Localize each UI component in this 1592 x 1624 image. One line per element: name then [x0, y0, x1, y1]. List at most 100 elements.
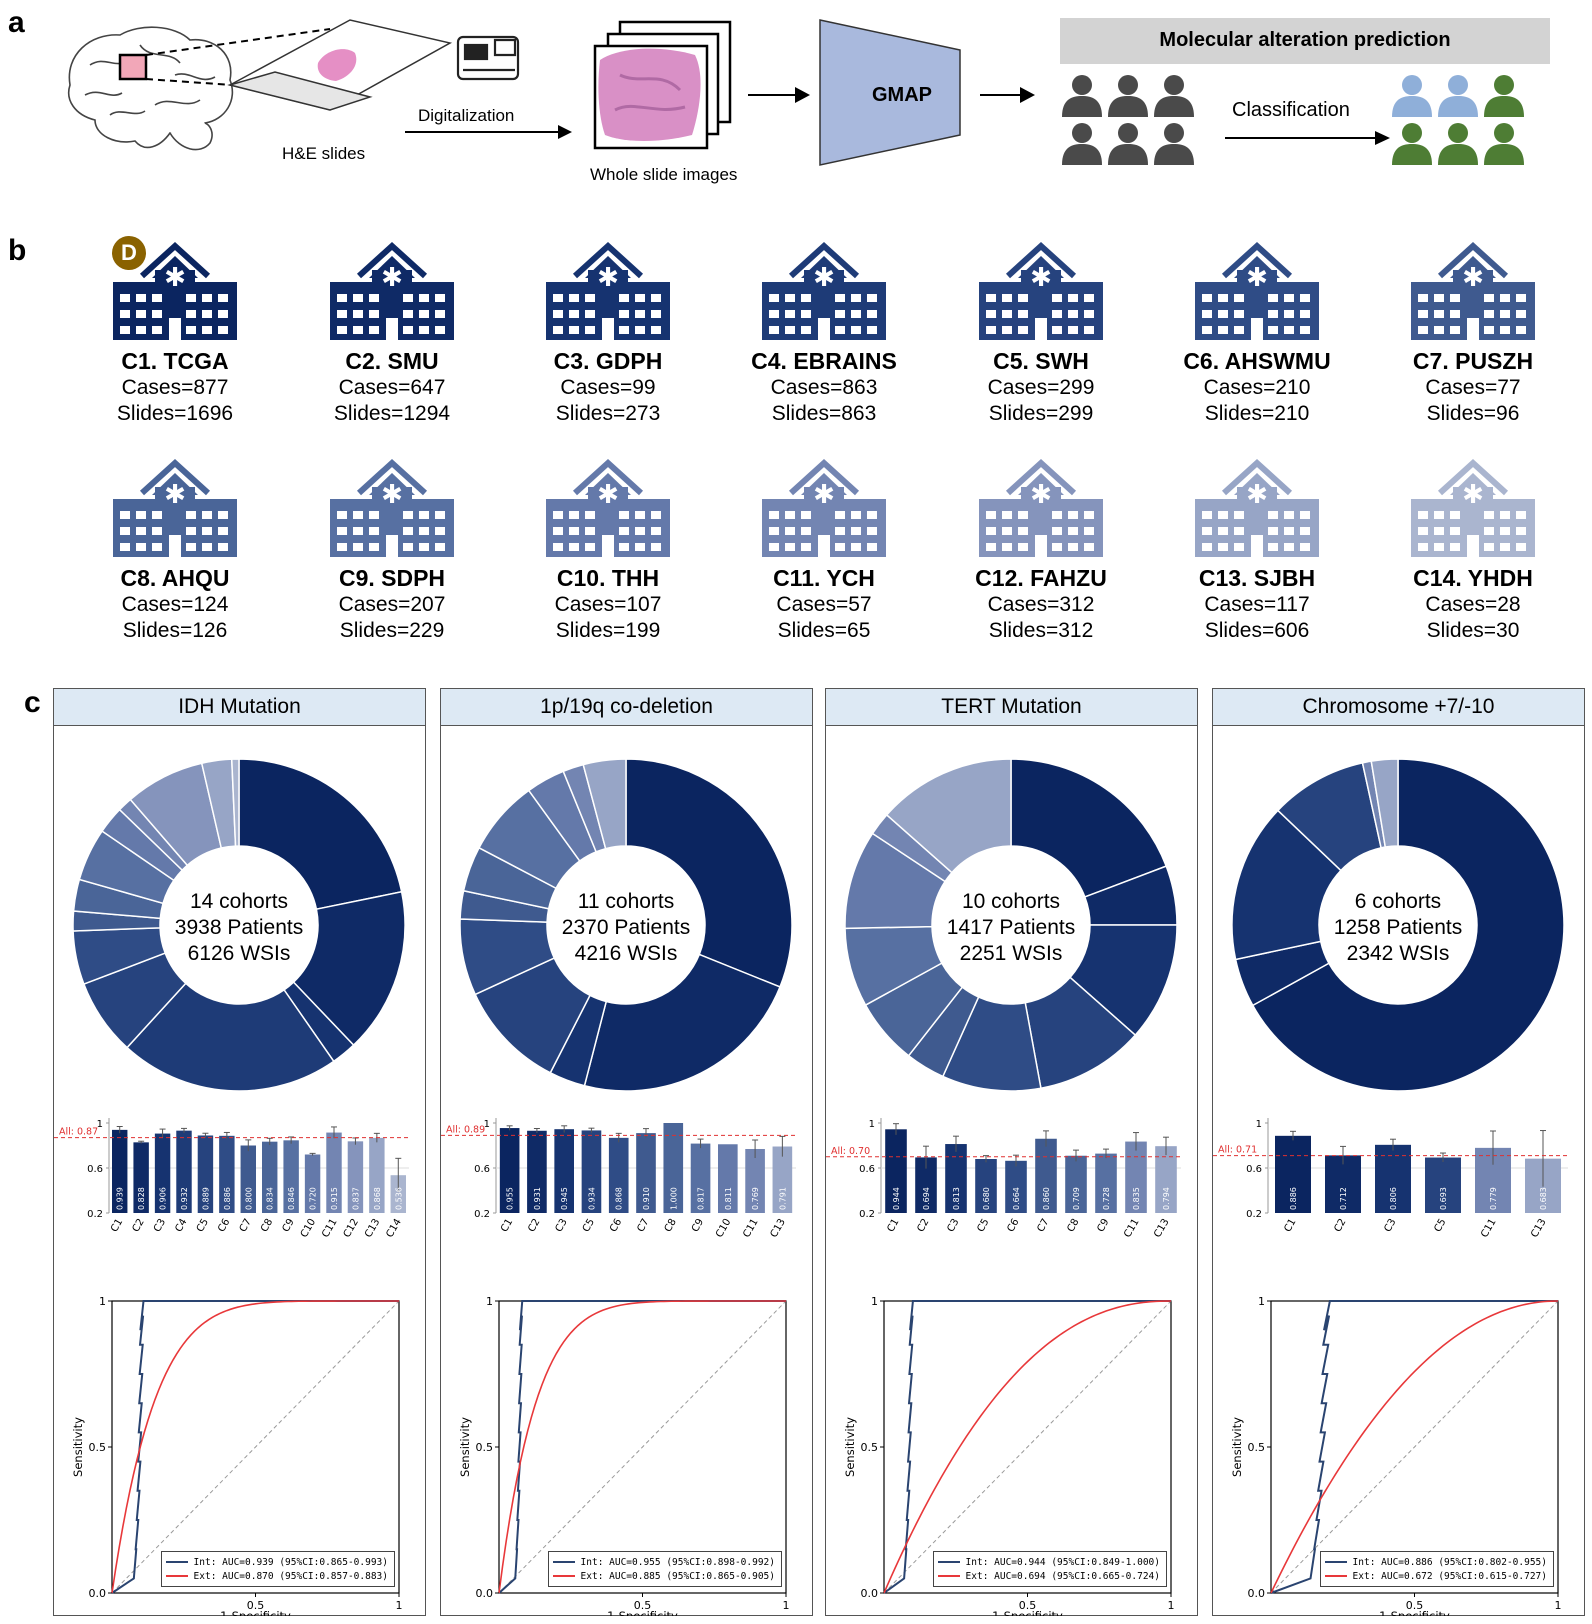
bar-c7: [1035, 1138, 1057, 1213]
bar-ytick: 0.2: [859, 1209, 875, 1220]
bar-category-label: C9: [1095, 1217, 1111, 1234]
cohort-name: C6. AHSWMU: [1183, 348, 1331, 374]
overall-auc-label: All: 0.70: [831, 1146, 870, 1157]
donut-slice: [1251, 758, 1565, 1092]
bar-value-label: 0.712: [1339, 1187, 1348, 1210]
donut-slice: [230, 758, 240, 847]
bar-value-label: 0.835: [1132, 1187, 1141, 1210]
bar-value-label: 0.791: [778, 1187, 787, 1210]
legend-text: Ext: AUC=0.694 (95%CI:0.665-0.724): [965, 1570, 1160, 1582]
bar-value-label: 0.536: [394, 1187, 403, 1210]
patient-group-classified: [1392, 75, 1524, 165]
bar-c6: [608, 1137, 629, 1213]
cohort-card: C2. SMU Cases=647 Slides=1294: [292, 344, 492, 427]
svg-text:✱: ✱: [597, 263, 619, 293]
prediction-header: [1060, 18, 1550, 64]
cohort-cases: Cases=877: [121, 376, 229, 399]
cohort-card: C3. GDPH Cases=99 Slides=273: [508, 344, 708, 427]
roc-xtick: 0.5: [247, 1599, 265, 1612]
chance-line: [111, 1300, 400, 1594]
donut-slice: [1010, 758, 1168, 898]
roc-ytick: 0.0: [476, 1587, 494, 1600]
bar-c12: [347, 1141, 364, 1213]
legend-text: Ext: AUC=0.885 (95%CI:0.865-0.905): [580, 1570, 775, 1582]
legend-entry: Ext: AUC=0.885 (95%CI:0.865-0.905): [552, 1569, 775, 1583]
cohort-slides: Slides=126: [122, 619, 228, 642]
svg-text:✱: ✱: [164, 480, 186, 510]
roc-ylabel: Sensitivity: [71, 1417, 85, 1477]
bar-c9: [1095, 1153, 1117, 1213]
bar-value-label: 0.932: [180, 1187, 189, 1210]
bar-ytick: 1: [484, 1119, 490, 1130]
chance-line: [1270, 1300, 1559, 1594]
hospital-icon: ✱: [762, 241, 886, 340]
roc-ytick: 1: [486, 1295, 493, 1308]
donut-slice: [582, 758, 627, 850]
cohort-card: C6. AHSWMU Cases=210 Slides=210: [1157, 344, 1357, 427]
bar-value-label: 0.779: [1489, 1187, 1498, 1210]
cohort-slides: Slides=199: [555, 619, 661, 642]
donut-center-text: 2342 WSIs: [1347, 942, 1450, 965]
roc-xtick: 1: [783, 1599, 790, 1612]
bar-value-label: 0.939: [116, 1187, 125, 1210]
hospital-icon: ✱: [113, 241, 237, 340]
svg-text:✱: ✱: [597, 480, 619, 510]
bar-category-label: C3: [1382, 1217, 1398, 1234]
svg-text:✱: ✱: [1246, 480, 1268, 510]
bar-value-label: 0.811: [724, 1187, 733, 1210]
bar-c7: [240, 1145, 256, 1213]
cohort-name: C4. EBRAINS: [751, 348, 897, 374]
roc-xtick: 0.5: [634, 1599, 652, 1612]
hospital-icon: ✱: [979, 458, 1103, 557]
cohort-card: C14. YHDH Cases=28 Slides=30: [1373, 561, 1573, 644]
donut-slice: [583, 953, 781, 1092]
bar-c3: [1375, 1144, 1411, 1213]
bar-value-label: 0.817: [697, 1187, 706, 1210]
roc-xlabel: 1-Specificity: [992, 1609, 1063, 1616]
bar-c14: [390, 1175, 406, 1213]
panel-title: 1p/19q co-deletion: [441, 689, 812, 726]
classification-label: Classification: [1232, 99, 1350, 121]
bar-c1: [499, 1128, 520, 1213]
bar-category-label: C13: [363, 1217, 382, 1240]
roc-internal-curve: [1270, 1300, 1558, 1594]
hospital-icon: ✱: [113, 458, 237, 557]
bar-ytick: 0.6: [474, 1164, 490, 1175]
bar-c6: [1005, 1160, 1027, 1213]
roc-legend: Int: AUC=0.955 (95%CI:0.898-0.992) Ext: A…: [547, 1551, 782, 1587]
legend-text: Int: AUC=0.944 (95%CI:0.849-1.000): [965, 1556, 1160, 1568]
bar-value-label: 0.886: [1289, 1187, 1298, 1210]
bar-value-label: 0.906: [159, 1187, 168, 1210]
roc-ylabel: Sensitivity: [1230, 1417, 1244, 1477]
roc-external-curve: [883, 1300, 1172, 1594]
overall-auc-label: All: 0.71: [1218, 1145, 1257, 1156]
donut-slice: [125, 982, 335, 1092]
bar-ytick: 0.2: [474, 1209, 490, 1220]
cohort-cases: Cases=863: [770, 376, 878, 399]
bar-c1: [112, 1129, 128, 1213]
legend-text: Int: AUC=0.955 (95%CI:0.898-0.992): [580, 1556, 775, 1568]
bar-category-label: C4: [173, 1217, 189, 1234]
cohort-card: C1. TCGA Cases=877 Slides=1696: [75, 344, 275, 427]
cohort-card: C13. SJBH Cases=117 Slides=606: [1157, 561, 1357, 644]
bar-c6: [219, 1135, 235, 1213]
bar-ytick: 1: [97, 1119, 103, 1130]
donut-slice: [1370, 758, 1399, 848]
bar-c2: [527, 1130, 547, 1213]
bar-category-label: C6: [1005, 1217, 1021, 1234]
roc-ytick: 0.5: [89, 1441, 107, 1454]
roc-xtick: 1: [1555, 1599, 1562, 1612]
roc-ytick: 0.5: [861, 1441, 879, 1454]
panel-charts: 14 cohorts 3938 Patients 6126 WSIs 1 0.6 0.2 0…: [54, 758, 409, 1616]
bar-value-label: 0.813: [952, 1187, 961, 1210]
bar-c5: [197, 1135, 214, 1213]
bar-c10: [304, 1154, 321, 1213]
donut-center-text: 2251 WSIs: [960, 942, 1063, 965]
legend-swatch: [165, 1575, 188, 1577]
roc-xtick: 0.5: [1019, 1599, 1037, 1612]
svg-text:✱: ✱: [381, 480, 403, 510]
cohort-name: C14. YHDH: [1413, 565, 1533, 591]
patient-group-gray: [1062, 75, 1194, 165]
cohort-name: C10. THH: [556, 565, 660, 591]
bar-c5: [1425, 1157, 1461, 1213]
